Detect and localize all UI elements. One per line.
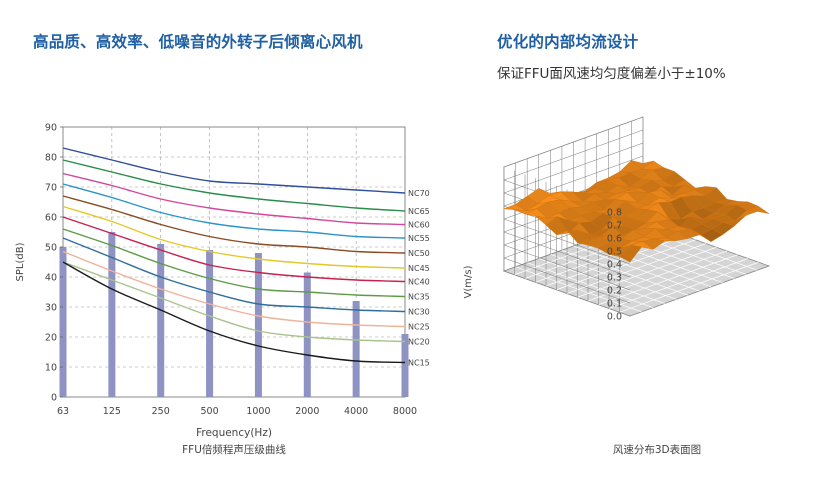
surface-patch bbox=[619, 244, 642, 263]
y-tick-label: 90 bbox=[45, 123, 57, 134]
z-tick-label: 0.5 bbox=[607, 247, 622, 258]
z-tick-label: 0.2 bbox=[607, 286, 622, 297]
spl-nc-labels: NC70 NC65 NC60 NC55 NC50 NC45 NC40 NC35 NC30 NC25… bbox=[408, 189, 430, 368]
spl-x-ticks: 63 125 250 500 1000 2000 4000 8000 bbox=[57, 406, 417, 417]
spl-bar bbox=[352, 301, 360, 397]
nc-curve-nc40 bbox=[62, 216, 406, 283]
nc-label-nc30: NC30 bbox=[408, 308, 430, 317]
nc-label-nc70: NC70 bbox=[408, 189, 430, 198]
y-tick-label: 50 bbox=[45, 243, 57, 254]
spl-bar bbox=[108, 232, 116, 397]
y-tick-label: 20 bbox=[45, 333, 57, 344]
y-tick-label: 10 bbox=[45, 363, 57, 374]
nc-curve-nc60 bbox=[62, 172, 406, 226]
y-tick-label: 40 bbox=[45, 273, 57, 284]
x-tick-label: 250 bbox=[152, 406, 170, 417]
nc-label-nc45: NC45 bbox=[408, 264, 430, 273]
nc-curve-nc20 bbox=[62, 261, 406, 343]
nc-label-nc55: NC55 bbox=[408, 234, 430, 243]
y-tick-label: 70 bbox=[45, 183, 57, 194]
spl-x-axis-label: Frequency(Hz) bbox=[196, 427, 272, 439]
y-tick-label: 80 bbox=[45, 153, 57, 164]
nc-label-nc65: NC65 bbox=[408, 207, 430, 216]
spl-bar bbox=[157, 244, 165, 397]
spl-y-axis-label: SPL(dB) bbox=[15, 242, 26, 281]
nc-curve-nc70 bbox=[62, 147, 406, 194]
nc-label-nc35: NC35 bbox=[408, 293, 430, 302]
y-tick-label: 60 bbox=[45, 213, 57, 224]
surface-z-ticks: 0.0 0.1 0.2 0.3 0.4 0.5 0.6 0.7 0.8 bbox=[607, 208, 622, 323]
nc-curve-nc65 bbox=[62, 159, 406, 212]
x-tick-label: 2000 bbox=[295, 406, 319, 417]
x-tick-label: 500 bbox=[201, 406, 219, 417]
nc-curve-nc50 bbox=[62, 195, 406, 254]
x-tick-label: 1000 bbox=[246, 406, 270, 417]
nc-curve-nc35 bbox=[62, 228, 406, 298]
x-tick-label: 125 bbox=[103, 406, 121, 417]
spl-lines bbox=[62, 147, 406, 364]
spl-bars bbox=[59, 232, 409, 397]
nc-curve-nc45 bbox=[62, 205, 406, 269]
z-tick-label: 0.0 bbox=[607, 312, 622, 323]
spl-chart-title: FFU倍频程声压级曲线 bbox=[182, 443, 286, 456]
left-heading: 高品质、高效率、低噪音的外转子后倾离心风机 bbox=[33, 33, 363, 51]
right-heading: 优化的内部均流设计 bbox=[497, 33, 639, 51]
surface-z-axis-label: V(m/s) bbox=[463, 265, 474, 298]
nc-curve-nc55 bbox=[62, 183, 406, 239]
z-tick-label: 0.8 bbox=[607, 208, 622, 219]
nc-label-nc60: NC60 bbox=[408, 221, 430, 230]
y-tick-label: 0 bbox=[51, 393, 57, 404]
nc-curve-nc30 bbox=[62, 237, 406, 313]
y-tick-label: 30 bbox=[45, 303, 57, 314]
surface-mesh bbox=[503, 160, 770, 263]
x-tick-label: 4000 bbox=[344, 406, 368, 417]
spl-bar bbox=[254, 253, 262, 397]
nc-label-nc20: NC20 bbox=[408, 338, 430, 347]
nc-label-nc25: NC25 bbox=[408, 323, 430, 332]
nc-curve-nc15 bbox=[62, 261, 406, 364]
z-tick-label: 0.4 bbox=[607, 260, 622, 271]
surface-chart-title: 风速分布3D表面图 bbox=[613, 443, 701, 456]
x-tick-label: 63 bbox=[57, 406, 69, 417]
spl-bar bbox=[401, 334, 409, 397]
nc-label-nc15: NC15 bbox=[408, 359, 430, 368]
nc-label-nc40: NC40 bbox=[408, 278, 430, 287]
right-subheading: 保证FFU面风速均匀度偏差小于±10% bbox=[497, 66, 726, 82]
z-tick-label: 0.6 bbox=[607, 234, 622, 245]
spl-bar bbox=[206, 250, 214, 397]
nc-curve-nc25 bbox=[62, 250, 406, 328]
spl-y-ticks: 0 10 20 30 40 50 60 70 80 90 bbox=[45, 123, 63, 404]
z-tick-label: 0.7 bbox=[607, 221, 622, 232]
z-tick-label: 0.1 bbox=[607, 299, 622, 310]
spl-bar bbox=[59, 247, 67, 397]
x-tick-label: 8000 bbox=[393, 406, 417, 417]
z-tick-label: 0.3 bbox=[607, 273, 622, 284]
spl-chart: 0 10 20 30 40 50 60 70 80 90 63 125 250 500 1000 2000 4… bbox=[15, 123, 430, 457]
nc-label-nc50: NC50 bbox=[408, 249, 430, 258]
spl-bar bbox=[303, 272, 311, 397]
